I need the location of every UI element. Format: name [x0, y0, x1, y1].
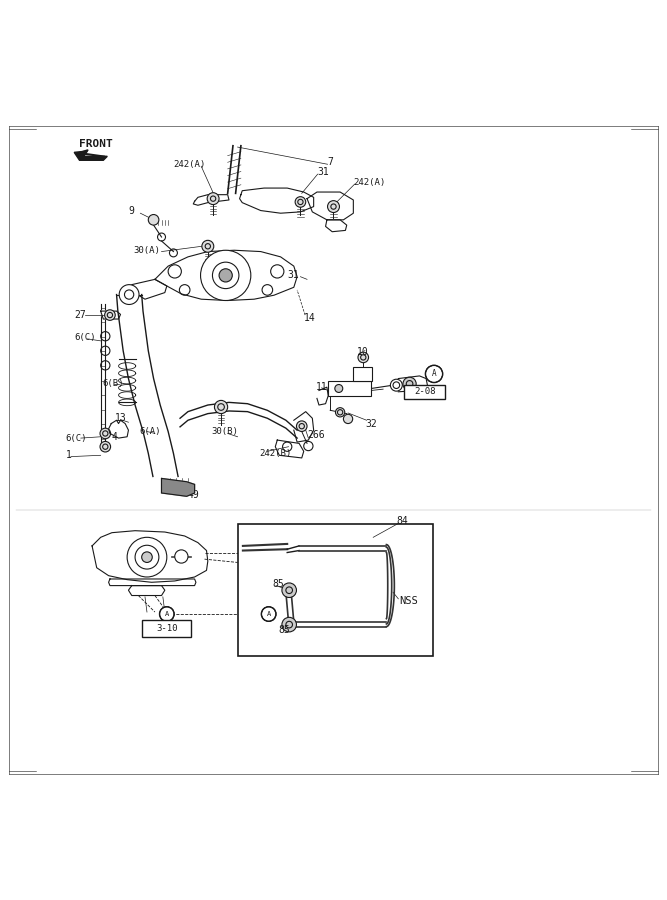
- Circle shape: [127, 537, 167, 577]
- Text: 10: 10: [357, 347, 368, 357]
- Circle shape: [214, 400, 227, 414]
- Polygon shape: [109, 579, 196, 586]
- Polygon shape: [101, 311, 121, 319]
- Bar: [354, 366, 372, 382]
- Circle shape: [100, 441, 111, 452]
- Text: 31: 31: [317, 167, 329, 177]
- Text: 6(A): 6(A): [139, 427, 161, 436]
- Text: 4: 4: [111, 432, 117, 442]
- Text: 32: 32: [366, 418, 377, 428]
- Text: 242(B): 242(B): [259, 449, 291, 458]
- Circle shape: [327, 201, 340, 212]
- Circle shape: [344, 414, 353, 424]
- Text: 2-08: 2-08: [414, 387, 436, 396]
- Circle shape: [403, 377, 416, 391]
- Circle shape: [148, 214, 159, 225]
- Polygon shape: [325, 220, 347, 231]
- Polygon shape: [161, 479, 195, 496]
- Text: 242(A): 242(A): [173, 160, 205, 169]
- Text: 31: 31: [287, 270, 299, 280]
- Circle shape: [390, 379, 402, 392]
- Circle shape: [282, 583, 296, 598]
- Polygon shape: [239, 188, 313, 213]
- Circle shape: [201, 250, 251, 301]
- Text: FRONT: FRONT: [79, 140, 113, 149]
- Circle shape: [219, 269, 232, 282]
- Polygon shape: [398, 376, 428, 392]
- Circle shape: [105, 310, 115, 320]
- Circle shape: [426, 365, 443, 382]
- Bar: [328, 382, 372, 396]
- Polygon shape: [129, 586, 165, 596]
- Text: 49: 49: [188, 490, 199, 500]
- Text: 7: 7: [327, 158, 333, 167]
- Polygon shape: [317, 387, 328, 405]
- Text: 9: 9: [129, 205, 135, 216]
- Text: A: A: [432, 369, 436, 378]
- Bar: [237, 524, 433, 656]
- Text: 6(B): 6(B): [102, 380, 123, 389]
- FancyBboxPatch shape: [404, 384, 446, 399]
- Text: A: A: [267, 611, 271, 617]
- Circle shape: [159, 607, 174, 621]
- Circle shape: [141, 552, 152, 562]
- Polygon shape: [307, 192, 354, 220]
- Text: 11: 11: [316, 382, 328, 392]
- Circle shape: [100, 428, 111, 439]
- Text: 1: 1: [65, 450, 71, 460]
- Text: 14: 14: [303, 312, 315, 323]
- Polygon shape: [275, 440, 303, 458]
- Circle shape: [261, 607, 276, 621]
- Text: 6(C): 6(C): [65, 434, 87, 443]
- Text: 3-10: 3-10: [156, 624, 177, 633]
- Circle shape: [335, 384, 343, 392]
- Polygon shape: [155, 250, 297, 301]
- Polygon shape: [193, 194, 229, 205]
- Polygon shape: [92, 531, 208, 582]
- Text: 266: 266: [307, 430, 325, 440]
- Circle shape: [282, 617, 296, 632]
- Polygon shape: [132, 279, 167, 299]
- Circle shape: [119, 284, 139, 304]
- Text: NSS: NSS: [400, 596, 418, 606]
- Circle shape: [358, 352, 369, 363]
- Circle shape: [296, 421, 307, 431]
- Circle shape: [175, 550, 188, 563]
- FancyBboxPatch shape: [142, 620, 191, 637]
- Polygon shape: [74, 151, 107, 160]
- Text: 30(A): 30(A): [133, 246, 160, 255]
- Text: 13: 13: [115, 413, 127, 423]
- Circle shape: [202, 240, 214, 252]
- Text: 6(C): 6(C): [74, 333, 95, 342]
- Text: 84: 84: [396, 517, 408, 526]
- Circle shape: [295, 197, 305, 207]
- Text: 27: 27: [74, 310, 86, 320]
- Circle shape: [336, 408, 345, 417]
- Polygon shape: [109, 420, 129, 438]
- Polygon shape: [293, 411, 313, 442]
- Text: 85: 85: [273, 579, 284, 589]
- Text: 30(B): 30(B): [212, 427, 239, 436]
- Text: 242(A): 242(A): [354, 177, 386, 186]
- Text: 85: 85: [278, 625, 289, 634]
- Text: A: A: [165, 611, 169, 617]
- Circle shape: [207, 193, 219, 204]
